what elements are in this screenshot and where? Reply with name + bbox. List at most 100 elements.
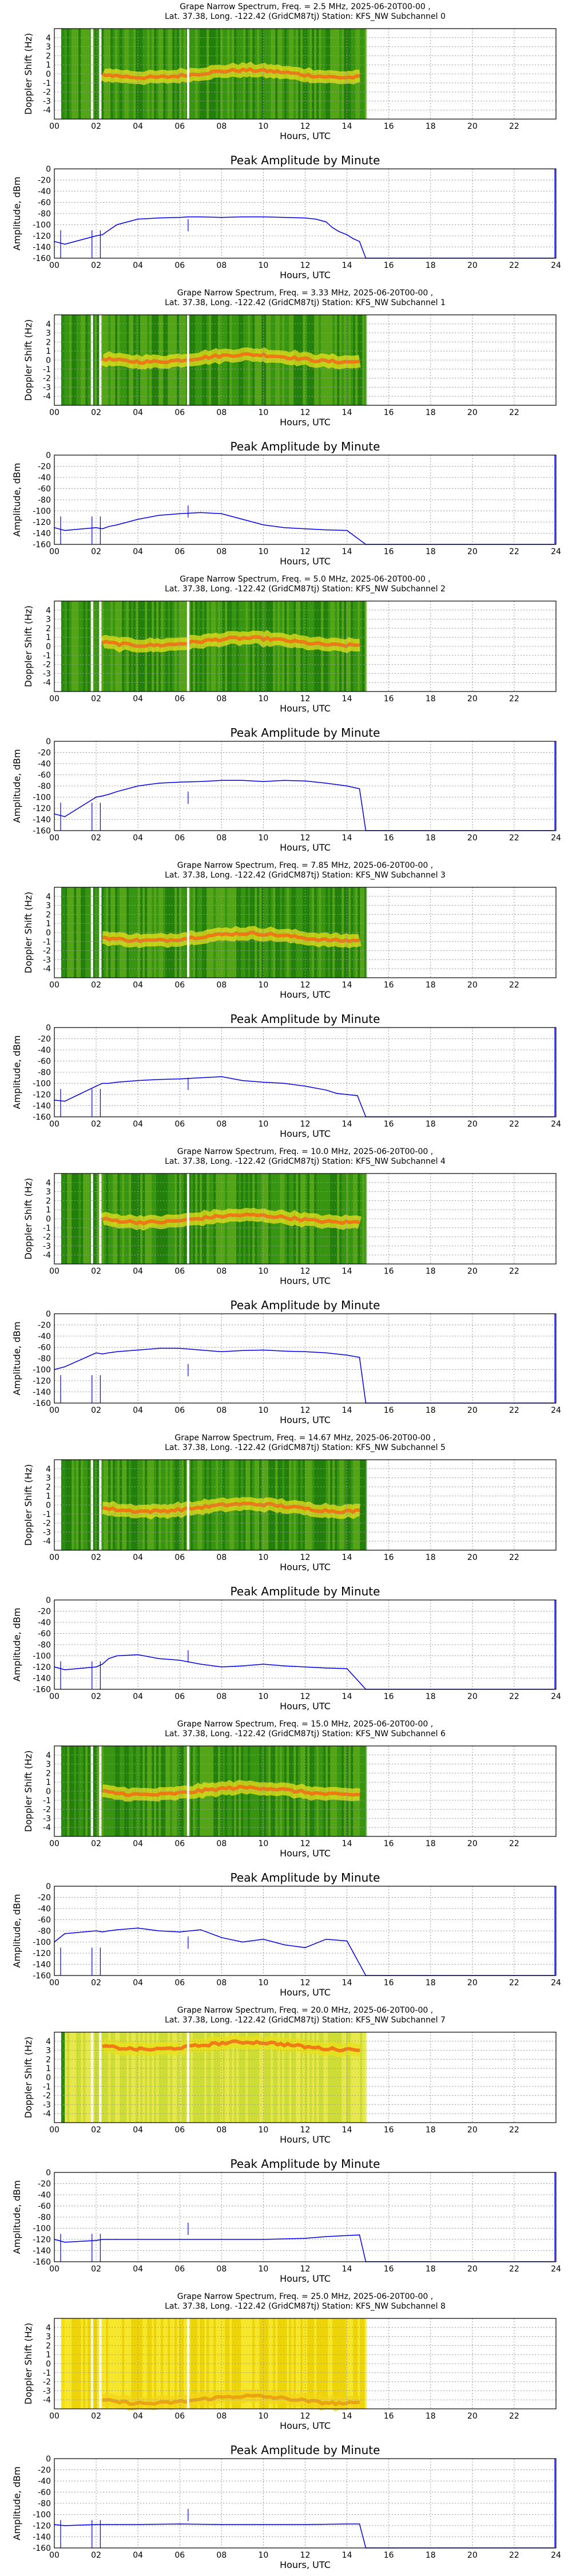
spectrum-gap: [186, 1174, 189, 1264]
spectrum-x-tick-label: 18: [426, 694, 436, 704]
spectrum-streak: [147, 2318, 150, 2409]
spectrum-y-tick-label: 4: [46, 34, 51, 43]
amplitude-point: [96, 1930, 97, 1931]
spectrum-streak: [81, 601, 84, 692]
amplitude-x-tick-label: 04: [133, 2265, 143, 2274]
amplitude-y-tick-label: -40: [38, 2477, 51, 2486]
spectrum-y-tick-label: 3: [46, 43, 51, 52]
amplitude-point: [284, 1082, 285, 1084]
spectrum-title-line1: Grape Narrow Spectrum, Freq. = 20.0 MHz,…: [177, 2006, 433, 2015]
amplitude-y-tick-label: -20: [38, 2180, 51, 2189]
spectrum-streak: [284, 2318, 287, 2409]
amplitude-point: [357, 1095, 358, 1096]
spectrum-frame: [54, 887, 557, 978]
amplitude-point: [179, 513, 181, 515]
amplitude-point: [64, 2525, 66, 2526]
spectrum-streak: [195, 2032, 198, 2123]
amplitude-point: [137, 1349, 138, 1351]
spectrum-x-tick-label: 14: [342, 2125, 352, 2135]
amplitude-y-tick-label: -20: [38, 463, 51, 472]
amplitude-frame: [54, 168, 557, 259]
spectrum-streak: [72, 1460, 74, 1550]
spectrum-streak: [124, 2318, 127, 2409]
spectrum-streak: [255, 2032, 257, 2123]
amplitude-y-tick-label: -100: [33, 793, 51, 803]
spectrum-streak: [241, 601, 244, 692]
amplitude-x-tick-label: 20: [467, 1692, 478, 1701]
spectrum-streak: [81, 2032, 84, 2123]
spectrum-x-tick-label: 00: [49, 1267, 59, 1276]
spectrum-streak: [69, 601, 72, 692]
spectrum-x-tick-label: 08: [216, 1267, 227, 1276]
amplitude-y-tick-label: -60: [38, 199, 51, 208]
spectrum-x-tick-label: 04: [133, 981, 143, 990]
amplitude-chart-5: Peak Amplitude by Minute 00 02 04 06 08 10 12 14…: [11, 1585, 561, 1712]
amplitude-x-tick-label: 12: [300, 547, 311, 556]
spectrum-x-tick-label: 08: [216, 2125, 227, 2135]
spectrum-x-tick-label: 20: [467, 1553, 478, 1562]
amplitude-x-tick-label: 16: [384, 1406, 394, 1415]
amplitude-point: [263, 1664, 264, 1665]
amplitude-y-tick-label: -40: [38, 1332, 51, 1341]
amplitude-x-tick-label: 04: [133, 2551, 143, 2560]
spectrum-streak: [344, 2318, 347, 2409]
spectrum-streak: [264, 2318, 267, 2409]
spectrum-streak: [277, 2318, 280, 2409]
amplitude-y-tick-label: -140: [33, 243, 51, 252]
amplitude-x-tick-label: 08: [216, 1692, 227, 1701]
spectrum-streak: [204, 2032, 207, 2123]
spectrum-streak: [174, 887, 177, 978]
spectrum-streak: [273, 2318, 276, 2409]
spectrum-title-line2: Lat. 37.38, Long. -122.42 (GridCM87tj) S…: [165, 2016, 446, 2025]
amplitude-y-axis-label: Amplitude, dBm: [11, 1322, 22, 1396]
amplitude-title: Peak Amplitude by Minute: [231, 153, 380, 167]
spectrum-streak: [126, 887, 129, 978]
spectrum-x-tick-label: 12: [300, 2412, 311, 2421]
spectrum-y-tick-label: 2: [46, 338, 51, 347]
spectrum-x-tick-label: 10: [259, 122, 269, 131]
spectrum-streak: [335, 1460, 337, 1550]
spectrum-y-tick-label: -2: [43, 661, 51, 670]
spectrum-y-tick-label: 1: [46, 61, 51, 70]
spectrum-x-tick-label: 12: [300, 1839, 311, 1848]
spectrum-x-tick-label: 04: [133, 408, 143, 417]
amplitude-x-tick-label: 00: [49, 261, 59, 270]
spectrum-y-tick-label: -1: [43, 2369, 51, 2378]
spectrum-x-tick-label: 12: [300, 122, 311, 131]
spectrum-streak: [72, 887, 74, 978]
amplitude-point: [179, 1078, 181, 1080]
spectrum-streak: [174, 2032, 177, 2123]
spectrum-streak: [83, 29, 86, 119]
amplitude-x-tick-label: 14: [342, 547, 352, 556]
spectrum-streak: [78, 29, 81, 119]
amplitude-x-tick-label: 18: [426, 1692, 436, 1701]
amplitude-x-tick-label: 10: [259, 1120, 269, 1129]
spectrum-x-axis-label: Hours, UTC: [280, 2134, 331, 2145]
amplitude-point: [221, 1351, 223, 1353]
amplitude-frame: [54, 455, 557, 545]
amplitude-y-axis-label: Amplitude, dBm: [11, 463, 22, 537]
spectrum-streak: [332, 2318, 335, 2409]
spectrum-x-tick-label: 06: [174, 1267, 185, 1276]
spectrum-streak: [364, 601, 367, 692]
spectrum-streak: [346, 887, 349, 978]
spectrum-streak: [161, 887, 164, 978]
spectrum-streak: [92, 887, 95, 978]
spectrum-streak: [83, 887, 86, 978]
spectrum-x-tick-label: 14: [342, 1267, 352, 1276]
spectrum-streak: [113, 2318, 116, 2409]
amplitude-point: [108, 526, 109, 527]
amplitude-point: [108, 1658, 109, 1660]
spectrum-streak: [193, 2318, 196, 2409]
spectrum-streak: [81, 887, 84, 978]
spectrum-y-tick-label: 0: [46, 1501, 51, 1510]
spectrum-x-axis-label: Hours, UTC: [280, 1848, 331, 1859]
spectrum-x-tick-label: 14: [342, 1553, 352, 1562]
spectrum-streak: [321, 2318, 324, 2409]
spectrum-y-tick-label: 2: [46, 910, 51, 919]
amplitude-point: [242, 1080, 243, 1081]
spectrum-streak: [252, 601, 255, 692]
amplitude-point: [359, 2523, 360, 2524]
amplitude-x-tick-label: 24: [551, 1406, 561, 1415]
spectrum-streak: [252, 2032, 255, 2123]
